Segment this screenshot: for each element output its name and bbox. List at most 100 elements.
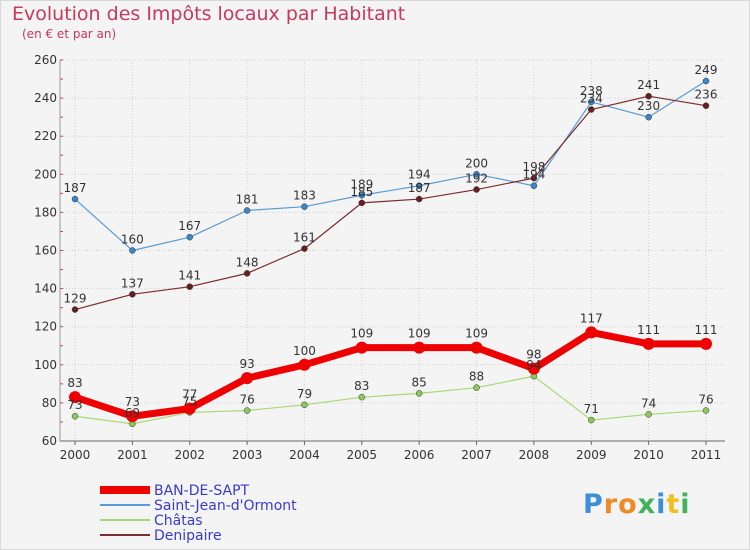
data-label: 183 [293,189,316,203]
data-label: 238 [580,84,603,98]
data-label: 69 [125,406,140,420]
data-point [415,195,423,203]
data-point [702,102,710,109]
data-point [415,182,423,189]
data-label: 94 [526,358,541,372]
data-label: 71 [584,402,599,416]
data-label: 111 [637,323,660,337]
data-point [700,337,712,350]
x-tick-label: 2005 [347,448,378,462]
data-point [69,391,81,404]
data-label: 117 [580,311,603,325]
data-label: 181 [236,192,259,206]
logo-letter: i [680,489,691,520]
logo-letter: i [656,489,667,520]
data-label: 88 [469,370,484,384]
data-label: 83 [354,379,369,393]
data-point [71,412,79,420]
data-label: 100 [293,344,316,358]
x-tick-label: 2004 [289,448,320,462]
data-point [470,341,483,354]
y-tick-label: 60 [42,434,57,448]
data-label: 76 [239,393,254,407]
data-label: 83 [67,376,82,390]
data-label: 189 [350,177,373,191]
data-label: 160 [121,233,144,247]
data-label: 249 [695,63,718,77]
data-label: 234 [580,92,603,106]
legend-label: Châtas [154,513,203,529]
data-point [588,416,595,424]
data-point [527,362,540,375]
data-point [473,384,480,391]
data-point [415,390,423,397]
data-label: 93 [239,357,254,371]
data-point [183,402,196,415]
data-point [241,372,254,385]
data-point [530,182,538,189]
data-label: 98 [526,348,541,362]
data-label: 200 [465,156,488,170]
legend-label: BAN-DE-SAPT [154,483,250,499]
data-point [243,407,251,414]
data-label: 236 [695,88,718,102]
data-point [301,401,308,409]
x-tick-label: 2009 [576,448,607,462]
series-line [71,328,710,420]
legend-label: Denipaire [154,528,222,544]
data-label: 194 [408,168,431,182]
data-label: 194 [522,168,545,182]
data-point [358,192,366,199]
y-tick-label: 100 [34,358,57,372]
data-label: 111 [695,323,718,337]
plot-area [60,60,725,441]
data-point [588,98,595,106]
data-label: 77 [182,388,197,402]
data-label: 79 [297,387,312,401]
data-point [413,341,426,354]
series-line [74,375,707,425]
y-tick-label: 120 [34,320,57,334]
data-label: 187 [64,181,87,195]
data-point [588,106,595,113]
logo-letter: x [637,489,657,520]
chart-subtitle: (en € et par an) [22,27,117,41]
x-tick-label: 2006 [404,448,435,462]
data-label: 185 [350,185,373,199]
data-label: 137 [121,276,144,290]
x-tick-label: 2010 [633,448,664,462]
data-point [358,393,366,401]
data-point [243,207,251,214]
y-tick-label: 80 [42,396,57,410]
data-label: 167 [178,219,201,233]
data-point [186,233,193,241]
x-tick-label: 2011 [691,448,722,462]
series-line [74,95,707,311]
data-label: 141 [178,269,201,283]
data-label: 198 [522,160,545,174]
data-label: 192 [465,172,488,186]
legend-label: Saint-Jean-d'Ormont [154,498,297,514]
data-point [585,326,598,339]
chart-title: Evolution des Impôts locaux par Habitant [12,3,406,25]
data-label: 129 [64,292,87,306]
data-point [645,411,652,418]
data-point [129,291,136,298]
data-point [243,270,251,277]
logo-letter: t [666,489,681,520]
data-point [473,171,480,178]
data-label: 161 [293,231,316,245]
y-tick-label: 200 [34,167,57,181]
data-label: 76 [698,393,713,407]
data-label: 109 [465,327,488,341]
proxiti-logo: Proxiti [583,489,691,520]
data-point [129,247,136,254]
logo-letter: o [618,489,638,520]
series-line [74,80,707,252]
y-tick-label: 140 [34,282,57,296]
data-label: 109 [350,327,373,341]
data-point [645,92,652,100]
data-point [301,203,308,210]
data-point [645,113,652,121]
